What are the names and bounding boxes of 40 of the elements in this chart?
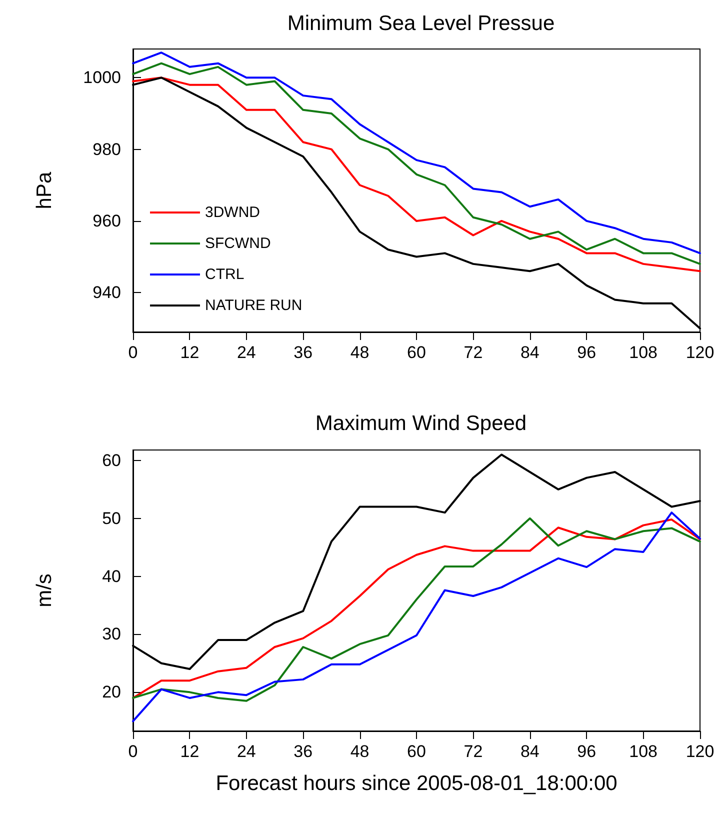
x-tick-label: 48	[350, 742, 370, 761]
x-tick-label: 72	[464, 343, 483, 362]
y-tick-label: 940	[92, 283, 121, 302]
x-tick-label: 96	[577, 742, 596, 761]
x-tick-label: 36	[294, 343, 313, 362]
legend-label: CTRL	[205, 266, 244, 283]
x-tick-label: 0	[128, 343, 138, 362]
x-tick-label: 120	[686, 343, 714, 362]
x-tick-label: 12	[180, 742, 200, 761]
chart-title: Minimum Sea Level Pressue	[287, 12, 555, 35]
y-tick-label: 960	[92, 211, 121, 230]
chart-title: Maximum Wind Speed	[315, 412, 527, 435]
legend-label: NATURE RUN	[205, 297, 302, 314]
x-tick-label: 24	[236, 742, 256, 761]
x-tick-label: 24	[236, 343, 256, 362]
y-tick-label: 50	[102, 508, 121, 528]
x-tick-label: 120	[686, 742, 714, 761]
legend-label: SFCWND	[205, 235, 271, 252]
x-tick-label: 96	[577, 343, 596, 362]
x-tick-label: 48	[350, 343, 370, 362]
x-tick-label: 84	[520, 343, 540, 362]
y-tick-label: 980	[92, 140, 121, 159]
x-tick-label: 0	[128, 742, 138, 761]
x-tick-label: 72	[464, 742, 483, 761]
x-tick-label: 36	[294, 742, 313, 761]
y-tick-label: 30	[102, 624, 121, 644]
x-tick-label: 60	[407, 343, 426, 362]
x-axis-title: Forecast hours since 2005-08-01_18:00:00	[216, 772, 618, 795]
x-tick-label: 60	[407, 742, 426, 761]
y-axis-title: m/s	[33, 574, 56, 608]
x-tick-label: 108	[629, 343, 658, 362]
y-tick-label: 60	[102, 450, 121, 470]
y-tick-label: 20	[102, 682, 121, 702]
x-tick-label: 108	[629, 742, 658, 761]
x-tick-label: 84	[520, 742, 540, 761]
y-tick-label: 1000	[83, 68, 121, 88]
y-axis-title: hPa	[33, 172, 56, 210]
legend-label: 3DWND	[205, 204, 260, 221]
y-tick-label: 40	[102, 566, 121, 586]
x-tick-label: 12	[180, 343, 200, 362]
